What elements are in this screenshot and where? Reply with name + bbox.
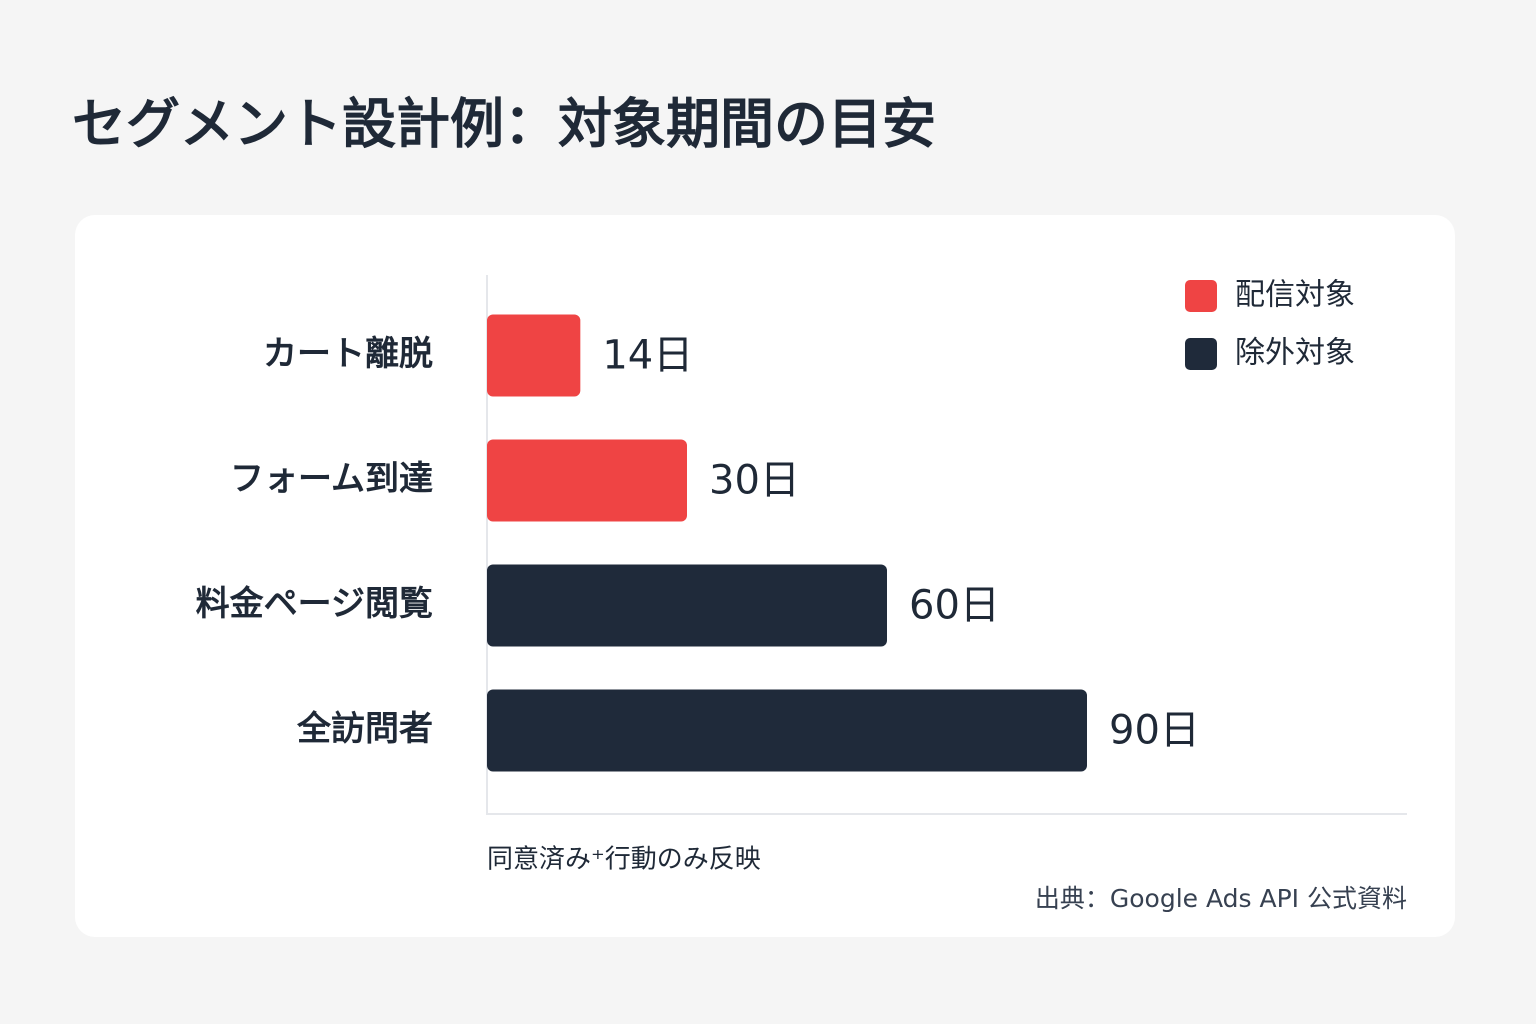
note: 同意済み⁺行動のみ反映 — [487, 845, 761, 875]
y-tick-label: カート離脱 — [263, 334, 433, 374]
value-label: 30日 — [709, 458, 800, 504]
value-label: 60日 — [909, 583, 1000, 629]
legend-swatch — [1185, 280, 1217, 312]
bar — [487, 439, 687, 522]
legend-label: 配信対象 — [1235, 278, 1355, 313]
bar — [487, 564, 887, 647]
bar — [487, 314, 581, 397]
legend-label: 除外対象 — [1235, 336, 1355, 371]
legend-swatch — [1185, 338, 1217, 370]
chart-title: セグメント設計例：対象期間の目安 — [72, 93, 936, 156]
y-tick-label: フォーム到達 — [230, 459, 433, 499]
y-tick-label: 料金ページ閲覧 — [196, 584, 433, 624]
y-tick-label: 全訪問者 — [296, 709, 433, 749]
value-label: 14日 — [602, 333, 693, 379]
bar — [487, 689, 1087, 772]
source: 出典：Google Ads API 公式資料 — [1035, 884, 1407, 913]
value-label: 90日 — [1109, 708, 1200, 754]
